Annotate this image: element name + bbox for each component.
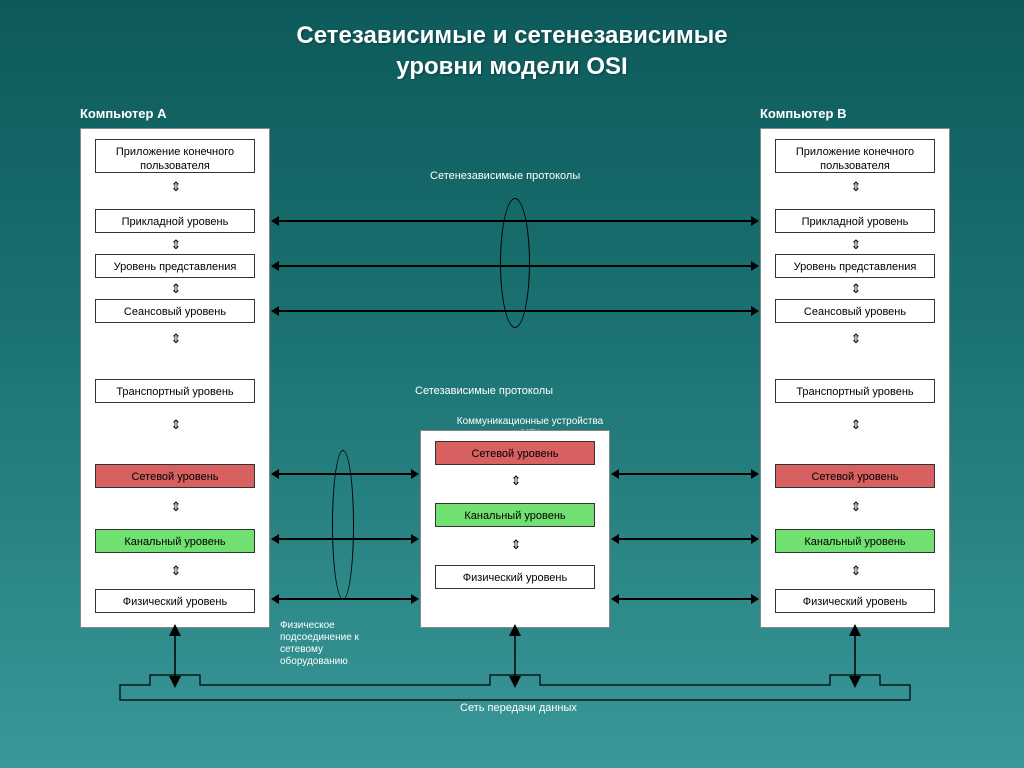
layer-box: Транспортный уровень (775, 379, 935, 403)
diagram-stage: Компьютер А Компьютер В Коммуникационные… (80, 100, 950, 740)
vertical-arrow: ⇕ (849, 417, 863, 433)
vertical-arrow: ⇕ (849, 563, 863, 579)
layer-box: Уровень представления (95, 254, 255, 278)
caption-phys-conn: Физическое подсоединение к сетевому обор… (280, 620, 390, 668)
protocol-arrow-short (272, 473, 418, 475)
layer-box: Транспортный уровень (95, 379, 255, 403)
layer-box: Физический уровень (435, 565, 595, 589)
vertical-arrow: ⇕ (169, 499, 183, 515)
layer-box: Приложение конечного пользователя (95, 139, 255, 173)
layer-box: Физический уровень (775, 589, 935, 613)
layer-box: Сетевой уровень (775, 464, 935, 488)
network-device-stack: Сетевой уровень Канальный уровень Физическ… (420, 430, 610, 628)
vertical-arrow: ⇕ (169, 563, 183, 579)
layer-box: Приложение конечного пользователя (775, 139, 935, 173)
protocol-arrow-short (612, 598, 758, 600)
layer-box: Физический уровень (95, 589, 255, 613)
protocol-arrow-short (612, 538, 758, 540)
vertical-arrow: ⇕ (509, 473, 523, 489)
computer-b-stack: Приложение конечного пользователя Приклад… (760, 128, 950, 628)
vertical-arrow: ⇕ (849, 281, 863, 297)
vertical-arrow: ⇕ (169, 179, 183, 195)
bus-label: Сеть передачи данных (460, 702, 577, 714)
vertical-arrow: ⇕ (169, 417, 183, 433)
layer-box: Прикладной уровень (775, 209, 935, 233)
vertical-arrow: ⇕ (849, 179, 863, 195)
layer-box: Канальный уровень (775, 529, 935, 553)
protocol-arrow-short (272, 598, 418, 600)
layer-box: Сеансовый уровень (95, 299, 255, 323)
layer-box: Сетевой уровень (95, 464, 255, 488)
layer-box: Канальный уровень (95, 529, 255, 553)
vertical-arrow: ⇕ (849, 331, 863, 347)
layer-box: Сетевой уровень (435, 441, 595, 465)
vertical-arrow: ⇕ (169, 237, 183, 253)
label-comp-b: Компьютер В (760, 106, 846, 121)
protocol-arrow-short (612, 473, 758, 475)
vertical-arrow: ⇕ (849, 499, 863, 515)
page-title: Сетезависимые и сетенезависимые уровни м… (0, 0, 1024, 82)
vertical-arrow: ⇕ (169, 281, 183, 297)
layer-box: Уровень представления (775, 254, 935, 278)
caption-independent: Сетенезависимые протоколы (430, 170, 580, 182)
protocol-arrow-short (272, 538, 418, 540)
label-comp-a: Компьютер А (80, 106, 166, 121)
ellipse-independent (500, 198, 530, 328)
computer-a-stack: Приложение конечного пользователя Приклад… (80, 128, 270, 628)
layer-box: Канальный уровень (435, 503, 595, 527)
vertical-arrow: ⇕ (169, 331, 183, 347)
layer-box: Прикладной уровень (95, 209, 255, 233)
layer-box: Сеансовый уровень (775, 299, 935, 323)
vertical-arrow: ⇕ (849, 237, 863, 253)
caption-dependent: Сетезависимые протоколы (415, 385, 553, 397)
vertical-arrow: ⇕ (509, 537, 523, 553)
